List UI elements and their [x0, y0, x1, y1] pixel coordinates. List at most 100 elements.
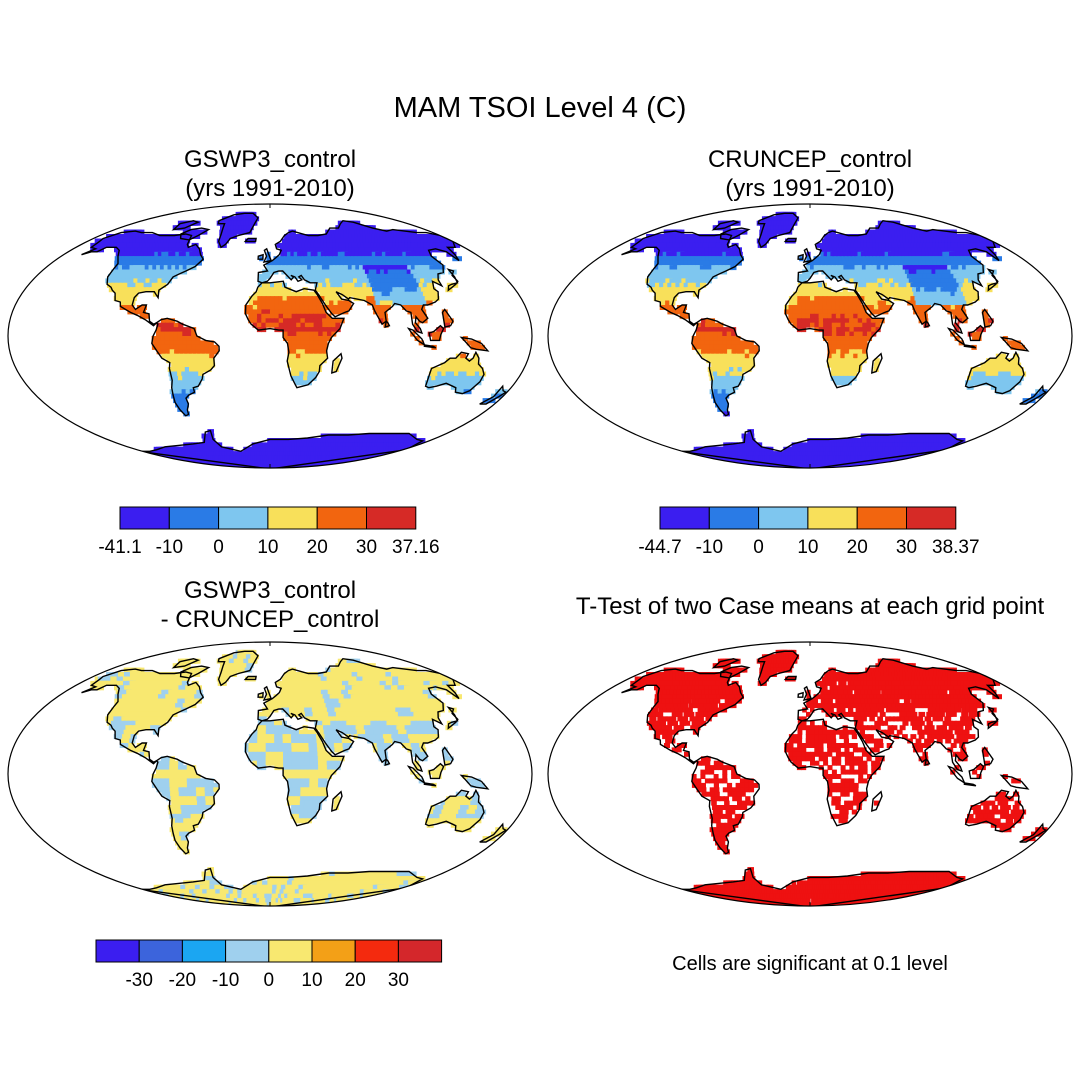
grid-cell [367, 260, 375, 266]
grid-cell [105, 278, 113, 284]
grid-cell [291, 331, 297, 337]
grid-cell [347, 256, 354, 262]
grid-cell [326, 327, 332, 333]
grid-cell [191, 349, 197, 355]
grid-cell [330, 318, 336, 324]
grid-cell [670, 269, 678, 275]
grid-cell [987, 375, 995, 381]
grid-cell [185, 389, 192, 395]
grid-cell [283, 318, 288, 324]
grid-cell [333, 278, 339, 284]
grid-cell [190, 256, 197, 262]
grid-cell [417, 318, 424, 324]
grid-cell [830, 371, 836, 377]
grid-cell [303, 296, 309, 302]
grid-cell [261, 287, 267, 293]
grid-cell [449, 362, 456, 368]
grid-cell [724, 362, 730, 368]
grid-cell [155, 273, 162, 279]
grid-cell [842, 247, 848, 253]
grid-cell [461, 362, 469, 368]
grid-cell [284, 265, 290, 271]
grid-cell [861, 309, 867, 315]
grid-cell [396, 300, 403, 306]
grid-cell [986, 358, 993, 364]
grid-cell [329, 305, 335, 310]
grid-cell [776, 229, 782, 235]
grid-cell [309, 247, 315, 253]
grid-cell [653, 278, 661, 284]
grid-cell [330, 282, 336, 288]
grid-cell [814, 442, 819, 448]
grid-cell [695, 260, 703, 266]
coastline [244, 280, 345, 389]
grid-cell [684, 265, 692, 271]
grid-cell [307, 371, 313, 377]
grid-cell [851, 371, 858, 377]
grid-cell [989, 371, 997, 377]
grid-cell [442, 313, 449, 319]
grid-cell [313, 322, 319, 328]
grid-cell [169, 375, 176, 381]
grid-cell [892, 291, 899, 297]
grid-cell [312, 256, 318, 262]
grid-cell [380, 278, 388, 284]
grid-cell [922, 273, 930, 279]
coastline [330, 352, 343, 374]
grid-cell [266, 256, 271, 262]
grid-cell [322, 344, 328, 350]
grid-cell [878, 269, 885, 275]
grid-cell [308, 313, 314, 319]
grid-cell [291, 318, 297, 324]
grid-cell [392, 278, 400, 284]
grid-cell [801, 309, 807, 315]
grid-cell [736, 353, 742, 359]
grid-cell [164, 340, 170, 346]
grid-cell [934, 291, 941, 297]
grid-cell [855, 256, 862, 262]
grid-cell [732, 247, 739, 253]
grid-cell [844, 318, 850, 324]
grid-cell [994, 358, 1001, 364]
grid-cell [973, 234, 987, 239]
grid-cell [304, 318, 310, 324]
grid-cell [274, 442, 279, 448]
grid-cell [312, 309, 319, 315]
grid-cell [377, 309, 383, 315]
grid-cell [940, 278, 948, 284]
grid-cell [690, 287, 697, 293]
grid-cell [792, 318, 798, 324]
grid-cell [734, 256, 741, 262]
grid-cell [991, 367, 999, 372]
grid-cell [829, 247, 835, 253]
grid-cell [1014, 362, 1022, 368]
grid-cell [317, 309, 323, 315]
grid-cell [326, 269, 333, 275]
grid-cell [300, 353, 306, 359]
grid-cell [719, 393, 726, 399]
grid-cell [178, 353, 185, 359]
grid-cell [961, 273, 969, 279]
grid-cell [972, 331, 978, 337]
grid-cell [338, 305, 344, 310]
grid-cell [322, 349, 328, 355]
grid-cell [718, 349, 724, 355]
grid-cell [318, 282, 324, 288]
grid-cell [266, 455, 269, 461]
grid-cell [819, 247, 825, 253]
grid-cell [381, 309, 388, 315]
grid-cell [972, 278, 980, 284]
grid-cell [286, 291, 292, 297]
grid-cell [295, 371, 301, 377]
grid-cell [262, 442, 266, 448]
grid-cell [286, 247, 291, 253]
grid-cell [924, 278, 932, 284]
grid-cell [818, 322, 824, 328]
grid-cell [399, 269, 407, 275]
grid-cell [873, 300, 879, 306]
grid-cell [310, 265, 317, 271]
grid-cell [721, 371, 727, 377]
grid-cell [827, 336, 833, 341]
grid-cell [255, 446, 260, 452]
grid-cell [290, 251, 296, 257]
